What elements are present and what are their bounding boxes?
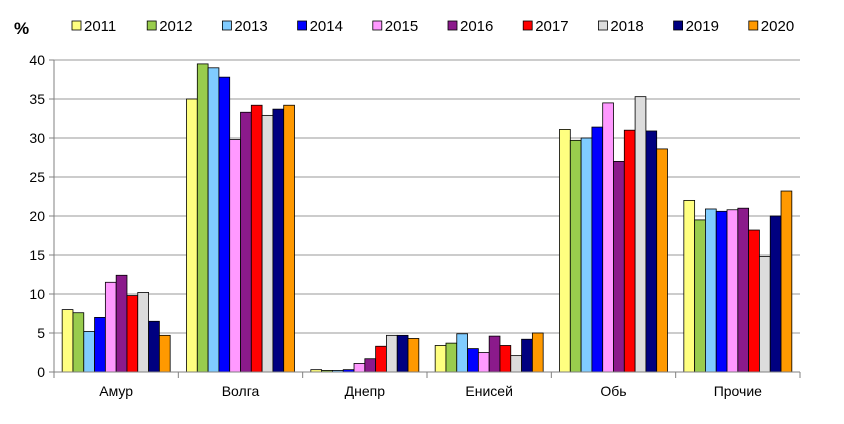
legend-label-2015: 2015 (385, 18, 418, 35)
y-tick-label: 15 (29, 247, 45, 263)
bar-2011-1 (186, 98, 198, 373)
bar-2013-4 (580, 137, 593, 373)
x-category-label: Амур (99, 383, 133, 399)
grid-lines (54, 59, 800, 334)
y-axis-label: % (14, 19, 29, 38)
bar-2020-1 (283, 104, 295, 373)
bar-2016-2 (364, 358, 377, 373)
bar-2018-4 (634, 96, 647, 373)
bar-2017-4 (623, 129, 636, 373)
bar-2018-3 (510, 355, 522, 373)
bar-2012-1 (196, 63, 209, 373)
bar-2017-1 (250, 104, 263, 373)
y-tick-label: 25 (29, 169, 45, 185)
bar-2012-5 (694, 219, 706, 373)
y-tick-label: 40 (29, 52, 45, 68)
bar-2019-1 (272, 108, 285, 373)
bar-2017-0 (126, 295, 139, 373)
bar-2015-1 (229, 139, 241, 373)
bar-2020-3 (531, 332, 544, 373)
x-category-labels: Амур Волга Днепр Енисей Обь Прочие (99, 383, 762, 399)
bar-2012-0 (72, 312, 85, 373)
bar-2012-4 (569, 139, 582, 373)
x-category-label: Прочие (714, 383, 762, 399)
bar-2013-5 (705, 208, 717, 373)
axes (49, 59, 801, 378)
bar-2011-3 (434, 345, 447, 373)
legend-label-2017: 2017 (535, 18, 568, 35)
bars (61, 63, 793, 373)
legend-swatch-2015 (372, 20, 383, 31)
bar-2018-5 (759, 256, 771, 373)
bar-2014-3 (467, 348, 479, 373)
bar-2012-3 (445, 342, 458, 373)
y-tick-labels: 0 5 10 15 20 25 30 35 40 (29, 52, 45, 380)
legend-swatch-2011 (71, 20, 82, 31)
bar-2016-1 (240, 111, 252, 373)
y-tick-label: 30 (29, 130, 45, 146)
bar-2011-0 (61, 309, 74, 373)
bar-2016-4 (613, 160, 625, 373)
bar-2019-4 (645, 130, 658, 373)
bar-2019-3 (521, 338, 533, 373)
y-tick-label: 0 (37, 364, 45, 380)
legend-swatch-2014 (297, 20, 308, 31)
bar-2020-5 (780, 190, 793, 373)
bar-2014-1 (218, 76, 231, 373)
legend-swatch-2018 (598, 20, 608, 31)
bar-2018-0 (137, 292, 149, 373)
legend-label-2012: 2012 (159, 18, 192, 35)
bar-2013-1 (207, 67, 220, 373)
bar-2017-2 (375, 345, 387, 373)
legend-swatch-2019 (673, 20, 683, 31)
x-category-label: Волга (222, 383, 260, 399)
legend-label-2011: 2011 (84, 18, 116, 35)
bar-2014-0 (94, 316, 106, 373)
x-category-label: Обь (600, 383, 626, 399)
bar-2015-0 (104, 281, 117, 373)
y-tick-label: 20 (29, 208, 45, 224)
bar-2017-3 (499, 345, 512, 373)
legend-swatch-2012 (146, 20, 157, 31)
legend-label-2019: 2019 (686, 18, 719, 35)
bar-2014-4 (591, 126, 604, 373)
bar-2015-5 (726, 209, 739, 373)
bar-2020-2 (407, 338, 420, 373)
bar-2016-5 (737, 207, 750, 373)
bar-2013-0 (83, 331, 95, 373)
legend-swatch-2017 (522, 20, 533, 31)
legend-swatch-2016 (447, 20, 458, 31)
y-tick-label: 35 (29, 91, 45, 107)
bar-2015-3 (477, 352, 490, 373)
legend-label-2020: 2020 (761, 18, 794, 35)
bar-2017-5 (748, 229, 760, 373)
y-tick-label: 10 (29, 286, 45, 302)
bar-2019-0 (148, 320, 160, 373)
x-category-label: Днепр (345, 383, 386, 399)
y-tick-label: 5 (37, 325, 45, 341)
bar-2016-0 (115, 274, 128, 373)
x-category-label: Енисей (465, 383, 513, 399)
bar-2019-2 (396, 334, 409, 373)
bar-2016-3 (488, 335, 501, 373)
bar-2015-2 (353, 363, 366, 373)
legend-swatch-2013 (221, 20, 232, 31)
bar-2018-2 (386, 334, 398, 373)
bar-2020-0 (158, 334, 171, 373)
bar-2013-3 (456, 333, 468, 373)
bar-2014-5 (715, 210, 728, 373)
legend-label-2016: 2016 (460, 18, 493, 35)
bar-2019-5 (769, 215, 782, 373)
legend-swatch-2020 (748, 20, 759, 31)
bar-2018-1 (261, 114, 274, 373)
legend: 2011 2012 2013 2014 2015 2016 2017 2018 2019 2020 (71, 18, 794, 35)
legend-label-2014: 2014 (310, 18, 343, 35)
legend-label-2018: 2018 (610, 18, 643, 35)
bar-2011-4 (559, 129, 571, 373)
bar-2011-5 (683, 199, 696, 373)
bar-2015-4 (602, 102, 614, 373)
bar-2020-4 (656, 148, 668, 373)
legend-label-2013: 2013 (234, 18, 267, 35)
